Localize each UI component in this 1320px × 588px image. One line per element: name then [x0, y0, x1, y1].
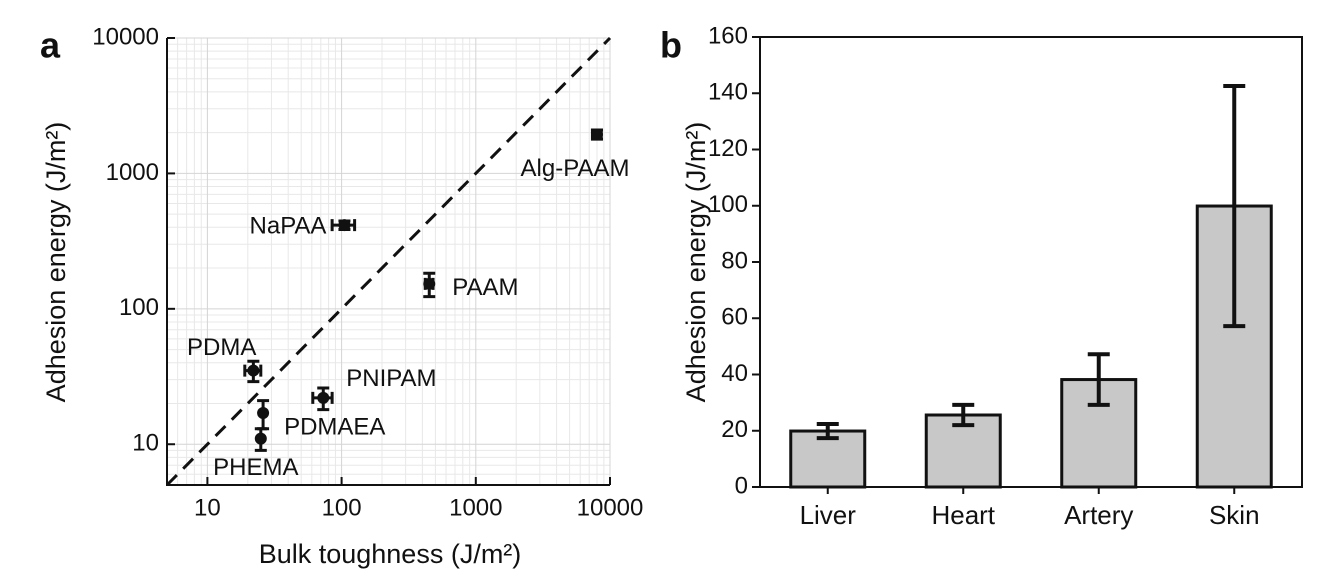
- point: [247, 364, 260, 377]
- point-label: PHEMA: [213, 454, 298, 481]
- y-tick-label: 10000: [92, 23, 159, 50]
- y-tick-label: 100: [708, 191, 748, 218]
- x-axis-label: Bulk toughness (J/m²): [259, 539, 522, 569]
- y-tick-label: 40: [721, 360, 748, 387]
- bar: [789, 429, 867, 489]
- y-tick-label: 20: [721, 416, 748, 443]
- point: [338, 219, 351, 232]
- panel-letter: a: [40, 25, 61, 66]
- reference-line: [165, 36, 612, 487]
- point-label: PAAM: [452, 274, 518, 301]
- x-tick-label: 10000: [577, 494, 644, 521]
- point-label: PDMA: [187, 334, 256, 361]
- error-bar: [1223, 83, 1246, 329]
- y-tick-label: 60: [721, 304, 748, 331]
- point: [257, 407, 270, 420]
- y-tick-label: 0: [735, 472, 748, 499]
- error-bar: [1087, 352, 1110, 407]
- y-axis-label: Adhesion energy (J/m²): [681, 122, 711, 403]
- x-tick-label: Skin: [1209, 500, 1260, 530]
- point-label: PDMAEA: [284, 413, 385, 440]
- y-tick-label: 10: [132, 430, 159, 457]
- x-tick-label: Artery: [1064, 500, 1133, 530]
- point-label: PNIPAM: [346, 365, 436, 392]
- y-tick-label: 140: [708, 79, 748, 106]
- y-tick-label: 100: [119, 294, 159, 321]
- error-bar: [952, 402, 975, 428]
- x-tick-label: 10: [194, 494, 221, 521]
- x-tick-label: 100: [322, 494, 362, 521]
- point-label: Alg-PAAM: [521, 155, 630, 182]
- point-label: NaPAA: [250, 212, 327, 239]
- point: [590, 128, 603, 141]
- y-tick-label: 1000: [106, 159, 159, 186]
- x-tick-label: 1000: [449, 494, 502, 521]
- x-tick-label: Liver: [800, 500, 857, 530]
- x-tick-label: Heart: [931, 500, 995, 530]
- point: [254, 432, 267, 445]
- point: [317, 391, 330, 404]
- error-bar: [816, 422, 839, 441]
- point: [423, 277, 436, 290]
- axes: [759, 36, 1303, 488]
- y-tick-label: 160: [708, 22, 748, 49]
- y-tick-label: 120: [708, 135, 748, 162]
- y-tick-label: 80: [721, 247, 748, 274]
- panel-letter: b: [660, 25, 682, 66]
- y-axis-label: Adhesion energy (J/m²): [41, 122, 71, 403]
